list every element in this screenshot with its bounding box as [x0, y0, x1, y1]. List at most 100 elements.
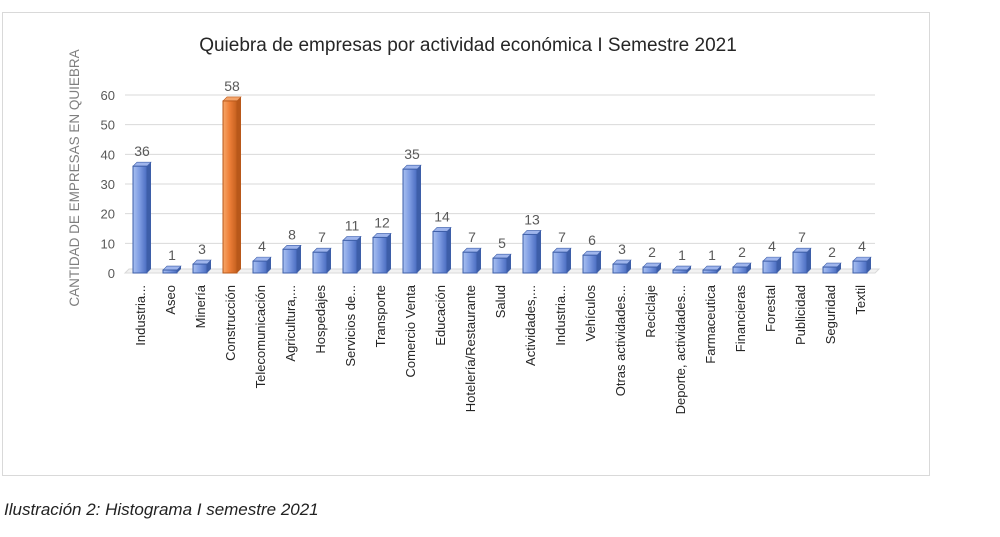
data-label: 6: [588, 232, 596, 248]
bar-chart: Quiebra de empresas por actividad económ…: [67, 35, 881, 414]
bar: [492, 253, 512, 274]
bar-side: [807, 248, 811, 273]
data-label: 12: [374, 214, 390, 230]
x-tick-label: Actividades,...: [523, 285, 538, 366]
bar-front: [372, 236, 388, 274]
x-tick-label: Seguridad: [823, 285, 838, 344]
bar-front: [252, 260, 268, 274]
y-tick-label: 30: [101, 177, 115, 192]
bar-side: [537, 230, 541, 273]
data-label: 58: [224, 78, 240, 94]
bar-front: [672, 269, 688, 274]
data-label: 4: [768, 238, 776, 254]
bar-front: [312, 251, 328, 274]
x-tick-label: Vehículos: [583, 285, 598, 342]
chart-frame: Quiebra de empresas por actividad económ…: [2, 12, 930, 476]
bar-front: [552, 251, 568, 274]
x-tick-label: Transporte: [373, 285, 388, 347]
x-tick-label: Farmaceutica: [703, 284, 718, 364]
bar-front: [402, 168, 418, 274]
data-label: 3: [198, 241, 206, 257]
bar: [342, 236, 362, 274]
x-tick-label: Industria...: [133, 285, 148, 346]
x-tick-label: Industria...: [553, 285, 568, 346]
y-tick-label: 10: [101, 236, 115, 251]
bar-side: [717, 266, 721, 273]
bar-front: [642, 266, 658, 274]
bar-front: [582, 254, 598, 274]
bar-front: [612, 263, 628, 274]
bar-front: [282, 248, 298, 274]
x-tick-label: Textil: [853, 285, 868, 315]
bar: [402, 164, 422, 274]
bar: [132, 161, 152, 274]
data-label: 1: [168, 247, 176, 263]
x-tick-label: Salud: [493, 285, 508, 318]
data-label: 3: [618, 241, 626, 257]
bar-front: [822, 266, 838, 274]
data-label: 2: [738, 244, 746, 260]
bar: [162, 265, 182, 274]
bar-side: [177, 266, 181, 273]
data-label: 7: [468, 229, 476, 245]
x-tick-label: Agricultura,...: [283, 285, 298, 362]
data-label: 7: [558, 229, 566, 245]
bar-front: [792, 251, 808, 274]
bar: [642, 262, 662, 274]
x-tick-label: Financieras: [733, 285, 748, 353]
bar: [462, 247, 482, 274]
x-tick-label: Forestal: [763, 285, 778, 332]
bar-side: [777, 257, 781, 273]
data-label: 4: [858, 238, 866, 254]
x-tick-label: Telecomunicación: [253, 285, 268, 388]
figure-caption: Ilustración 2: Histograma I semestre 202…: [4, 500, 319, 519]
x-tick-label: Publicidad: [793, 285, 808, 345]
x-tick-label: Deporte, actividades...: [673, 285, 688, 414]
bar-side: [687, 266, 691, 273]
y-tick-label: 0: [108, 266, 115, 281]
bar-side: [327, 248, 331, 273]
bar-front: [342, 239, 358, 274]
data-label: 2: [648, 244, 656, 260]
bar: [252, 256, 272, 274]
bar-side: [297, 245, 301, 273]
bar-side: [387, 233, 391, 273]
bar: [822, 262, 842, 274]
bar: [762, 256, 782, 274]
bar-side: [837, 263, 841, 273]
x-tick-label: Otras actividades...: [613, 285, 628, 396]
bar-front: [492, 257, 508, 274]
data-label: 36: [134, 143, 150, 159]
bar-side: [417, 165, 421, 273]
bar: [612, 259, 632, 274]
bar-side: [237, 96, 241, 273]
bar: [792, 247, 812, 274]
data-label: 2: [828, 244, 836, 260]
bar: [702, 265, 722, 274]
x-tick-label: Reciclaje: [643, 285, 658, 338]
bar-front: [222, 100, 238, 274]
bar-front: [432, 230, 448, 274]
bar: [192, 259, 212, 274]
bar-front: [192, 263, 208, 274]
bar: [522, 230, 542, 274]
bar: [432, 227, 452, 274]
bar-side: [477, 248, 481, 273]
data-label: 1: [708, 247, 716, 263]
data-label: 14: [434, 208, 450, 224]
y-tick-label: 20: [101, 207, 115, 222]
data-label: 13: [524, 211, 540, 227]
bar: [732, 262, 752, 274]
bar-side: [567, 248, 571, 273]
y-tick-label: 50: [101, 118, 115, 133]
bar: [222, 96, 242, 274]
bar-side: [447, 227, 451, 273]
data-label: 11: [345, 217, 360, 233]
bar-side: [747, 263, 751, 273]
y-tick-label: 40: [101, 147, 115, 162]
data-label: 5: [498, 235, 506, 251]
data-label: 35: [404, 146, 420, 162]
bar-side: [597, 251, 601, 273]
bar-side: [867, 257, 871, 273]
bar-front: [522, 233, 538, 274]
